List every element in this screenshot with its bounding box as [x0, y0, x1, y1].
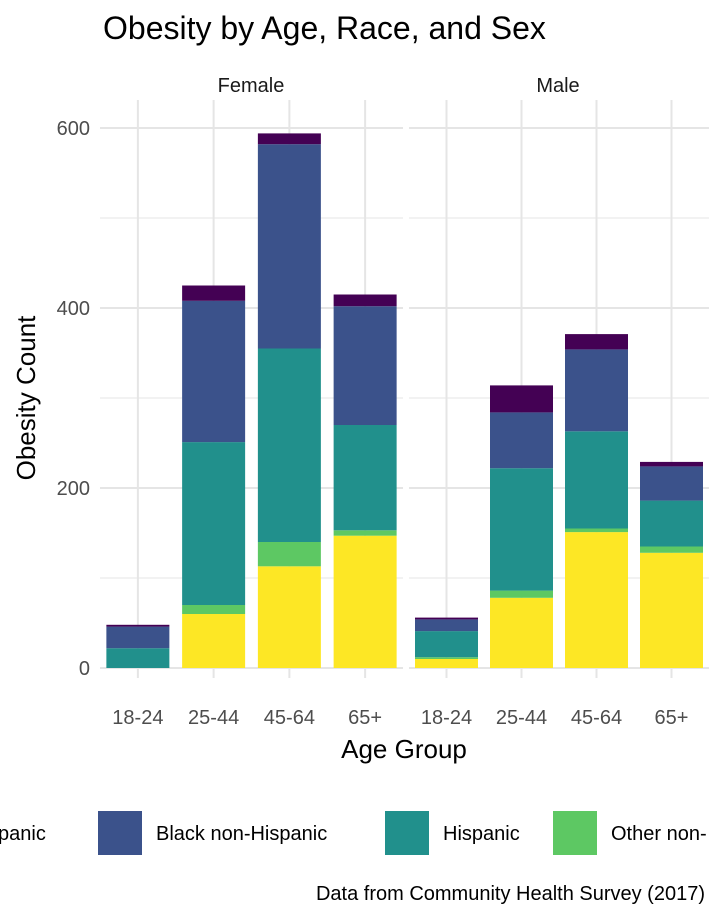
- bar-segment: [640, 546, 703, 553]
- bar-segment: [415, 631, 478, 658]
- bar-segment: [257, 144, 321, 349]
- x-tick-label: 65+: [348, 707, 382, 729]
- bar-segment: [415, 657, 478, 659]
- y-tick-label: 600: [57, 118, 90, 140]
- x-tick-label: 25-44: [496, 707, 547, 729]
- bar-segment: [565, 532, 628, 668]
- panel-female: Female 18-24 25-44 45-64 65+: [100, 75, 403, 729]
- bar-segment: [640, 466, 703, 501]
- x-axis-title: Age Group: [341, 734, 467, 764]
- x-tick-labels-male: 18-24 25-44 45-64 65+: [421, 707, 689, 729]
- x-tick-label: 18-24: [112, 707, 163, 729]
- bar-segment: [333, 306, 397, 425]
- legend-swatch: [385, 811, 429, 855]
- legend-swatch: [553, 811, 597, 855]
- y-tick-label: 0: [79, 658, 90, 680]
- bar-segment: [565, 334, 628, 350]
- bar-segment: [640, 461, 703, 467]
- chart-title: Obesity by Age, Race, and Sex: [103, 10, 546, 46]
- caption: Data from Community Health Survey (2017): [316, 883, 705, 905]
- bar-segment: [182, 285, 246, 301]
- legend-label: Black non-Hispanic: [156, 823, 327, 845]
- bar-segment: [182, 300, 246, 443]
- bar-segment: [106, 648, 170, 668]
- bar-segment: [490, 590, 553, 598]
- x-tick-label: 18-24: [421, 707, 472, 729]
- legend: spanic Black non-Hispanic Hispanic Other no…: [0, 811, 707, 855]
- strip-label-male: Male: [536, 75, 579, 97]
- x-tick-labels-female: 18-24 25-44 45-64 65+: [112, 707, 382, 729]
- bar-segment: [257, 566, 321, 668]
- bar-segment: [182, 614, 246, 668]
- bar-segment: [182, 605, 246, 614]
- y-tick-label: 400: [57, 298, 90, 320]
- bar-segment: [333, 425, 397, 531]
- bar-segment: [640, 552, 703, 668]
- bar-segment: [333, 530, 397, 536]
- bar-segment: [640, 500, 703, 547]
- bar-segment: [415, 659, 478, 668]
- legend-label: Other non-: [611, 823, 707, 845]
- bars-male: [415, 334, 703, 668]
- panel-male: Male 18-24 25-44 45-64 65+: [409, 75, 709, 729]
- bar-segment: [415, 619, 478, 632]
- bar-segment: [106, 624, 170, 627]
- x-tick-label: 25-44: [188, 707, 239, 729]
- legend-swatch: [98, 811, 142, 855]
- bar-segment: [565, 349, 628, 432]
- bar-segment: [490, 468, 553, 591]
- legend-label: spanic: [0, 823, 46, 845]
- y-tick-label: 200: [57, 478, 90, 500]
- bar-segment: [257, 133, 321, 145]
- bar-segment: [565, 528, 628, 533]
- bar-segment: [415, 617, 478, 620]
- bar-segment: [333, 535, 397, 668]
- bar-segment: [106, 626, 170, 649]
- y-tick-labels: 0 200 400 600: [57, 118, 90, 680]
- bar-segment: [490, 385, 553, 413]
- strip-label-female: Female: [218, 75, 285, 97]
- bar-segment: [333, 294, 397, 307]
- legend-label: Hispanic: [443, 823, 520, 845]
- bar-segment: [490, 412, 553, 469]
- bar-segment: [257, 542, 321, 567]
- bar-segment: [490, 597, 553, 668]
- x-tick-label: 45-64: [264, 707, 315, 729]
- x-tick-label: 65+: [655, 707, 689, 729]
- bar-segment: [565, 431, 628, 529]
- bar-segment: [182, 442, 246, 605]
- y-axis-title: Obesity Count: [11, 315, 41, 481]
- bar-segment: [257, 348, 321, 542]
- x-tick-label: 45-64: [571, 707, 622, 729]
- bars-female: [106, 133, 397, 668]
